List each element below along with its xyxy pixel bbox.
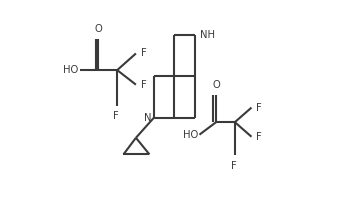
Text: O: O [212, 80, 220, 90]
Text: N: N [144, 113, 152, 123]
Text: F: F [140, 49, 146, 58]
Text: F: F [256, 103, 262, 113]
Text: HO: HO [183, 130, 198, 140]
Text: F: F [231, 161, 237, 171]
Text: F: F [256, 132, 262, 142]
Text: HO: HO [64, 65, 79, 75]
Text: F: F [113, 111, 119, 121]
Text: F: F [140, 80, 146, 90]
Text: NH: NH [200, 30, 216, 40]
Text: O: O [94, 24, 102, 34]
